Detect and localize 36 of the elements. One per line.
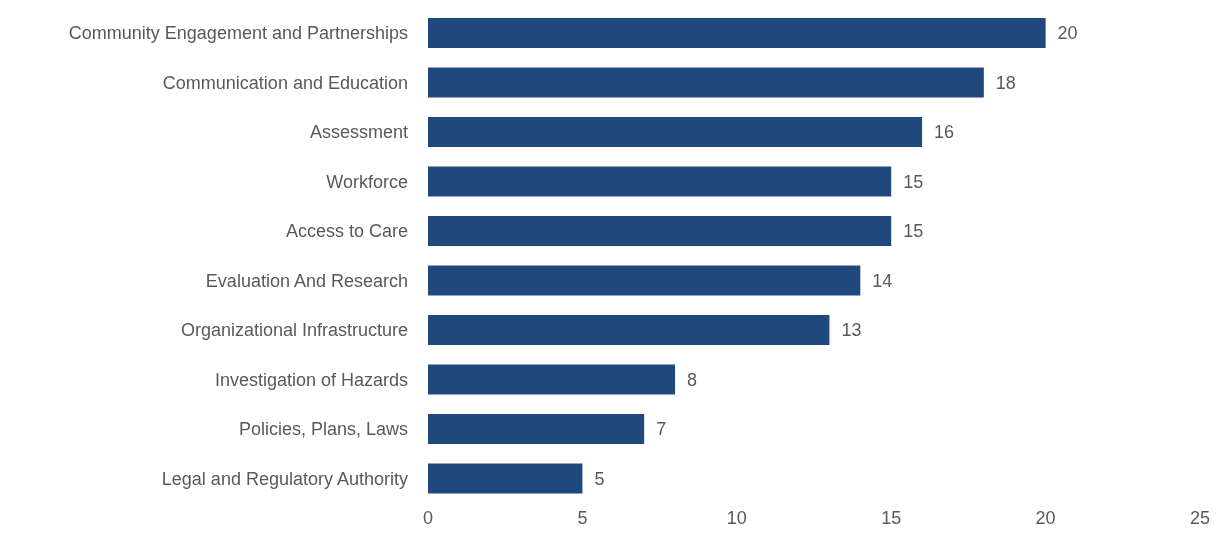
data-label: 20: [1057, 23, 1078, 44]
bar: [428, 315, 830, 345]
x-tick-label: 20: [1035, 507, 1056, 528]
data-label: 15: [903, 221, 924, 242]
bar: [428, 364, 676, 395]
bar: [428, 463, 583, 494]
bar: [428, 117, 923, 147]
y-tick-label: Legal and Regulatory Authority: [161, 468, 408, 489]
x-tick-label: 10: [726, 507, 747, 528]
bar: [428, 414, 645, 444]
data-label: 16: [934, 122, 955, 143]
bar: [428, 18, 1046, 48]
data-label: 14: [872, 270, 893, 291]
bar: [428, 166, 892, 197]
bar: [428, 265, 861, 296]
y-tick-label: Workforce: [326, 171, 408, 192]
y-tick-label: Evaluation And Research: [205, 270, 408, 291]
data-label: 18: [995, 72, 1016, 93]
bar: [428, 67, 984, 98]
data-label: 8: [687, 369, 698, 390]
x-tick-label: 15: [881, 507, 902, 528]
data-label: 15: [903, 171, 924, 192]
y-tick-label: Access to Care: [285, 221, 408, 242]
bar: [428, 216, 892, 246]
data-label: 5: [594, 468, 605, 489]
y-tick-label: Investigation of Hazards: [214, 369, 408, 390]
y-tick-label: Community Engagement and Partnerships: [68, 23, 408, 44]
y-tick-label: Policies, Plans, Laws: [238, 419, 408, 440]
y-tick-label: Assessment: [309, 122, 408, 143]
data-label: 13: [841, 320, 862, 341]
y-tick-label: Organizational Infrastructure: [180, 320, 408, 341]
x-tick-label: 0: [422, 507, 434, 528]
x-tick-label: 5: [577, 507, 588, 528]
data-label: 7: [656, 419, 667, 440]
y-tick-label: Communication and Education: [162, 72, 408, 93]
x-tick-label: 25: [1189, 507, 1211, 528]
